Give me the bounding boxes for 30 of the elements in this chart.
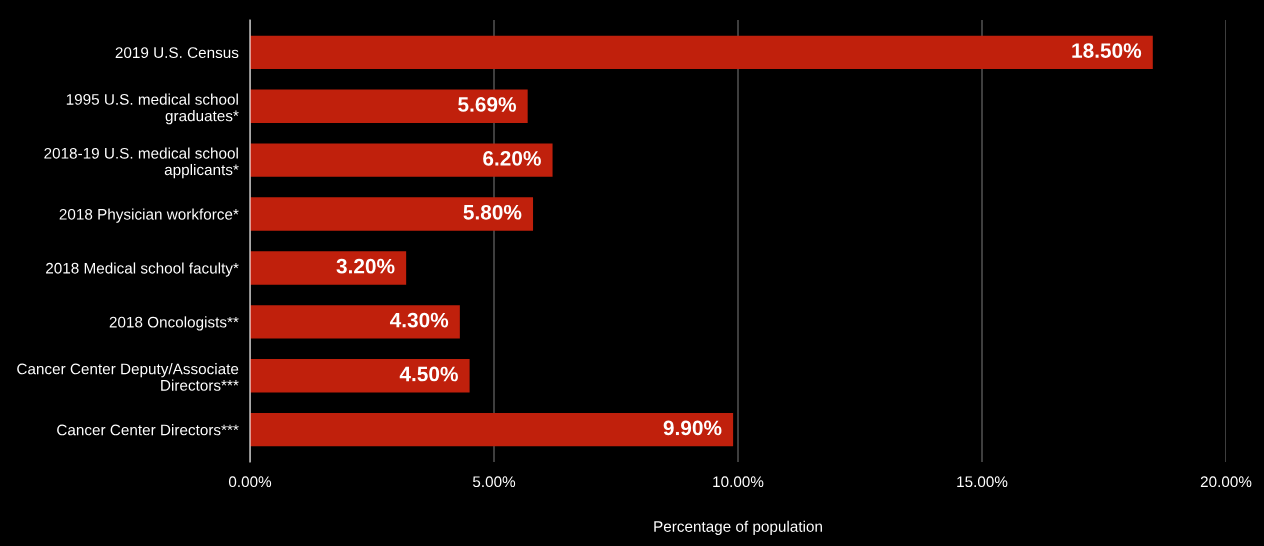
y-tick-label: Cancer Center Directors*** [57, 424, 239, 436]
bar [250, 412, 734, 447]
bar [250, 359, 470, 393]
x-tick-label: 15.00% [957, 476, 1008, 488]
bar [250, 89, 528, 123]
bar [250, 35, 1153, 70]
data-label: 3.20% [336, 258, 395, 274]
y-tick-label: 2018 Physician workforce* [59, 208, 239, 223]
x-tick-label: 0.00% [228, 476, 272, 488]
x-axis-title: Percentage of population [654, 520, 822, 535]
bar [250, 143, 553, 177]
data-label: 4.50% [399, 366, 458, 382]
y-tick-label: 2019 U.S. Census [115, 47, 239, 59]
x-tick-label: 5.00% [472, 476, 516, 488]
bar [250, 251, 407, 285]
bar [250, 197, 534, 231]
y-tick-label: Cancer Center Deputy/Associate Directors*** [17, 363, 239, 391]
data-label: 9.90% [663, 420, 722, 436]
y-tick-label: 2018-19 U.S. medical school applicants* [44, 147, 239, 179]
data-label: 4.30% [389, 312, 449, 328]
data-label: 6.20% [483, 150, 541, 166]
y-tick-label: 2018 Oncologists** [109, 316, 239, 331]
y-tick-label: 2018 Medical school faculty* [46, 262, 239, 277]
bar [250, 305, 460, 339]
x-tick-label: 10.00% [713, 476, 764, 488]
y-tick-label: 1995 U.S. medical school graduates* [66, 93, 239, 125]
x-tick-label: 20.00% [1200, 476, 1252, 488]
data-label: 5.80% [463, 204, 522, 220]
data-label: 18.50% [1072, 43, 1142, 58]
data-label: 5.69% [458, 97, 517, 112]
